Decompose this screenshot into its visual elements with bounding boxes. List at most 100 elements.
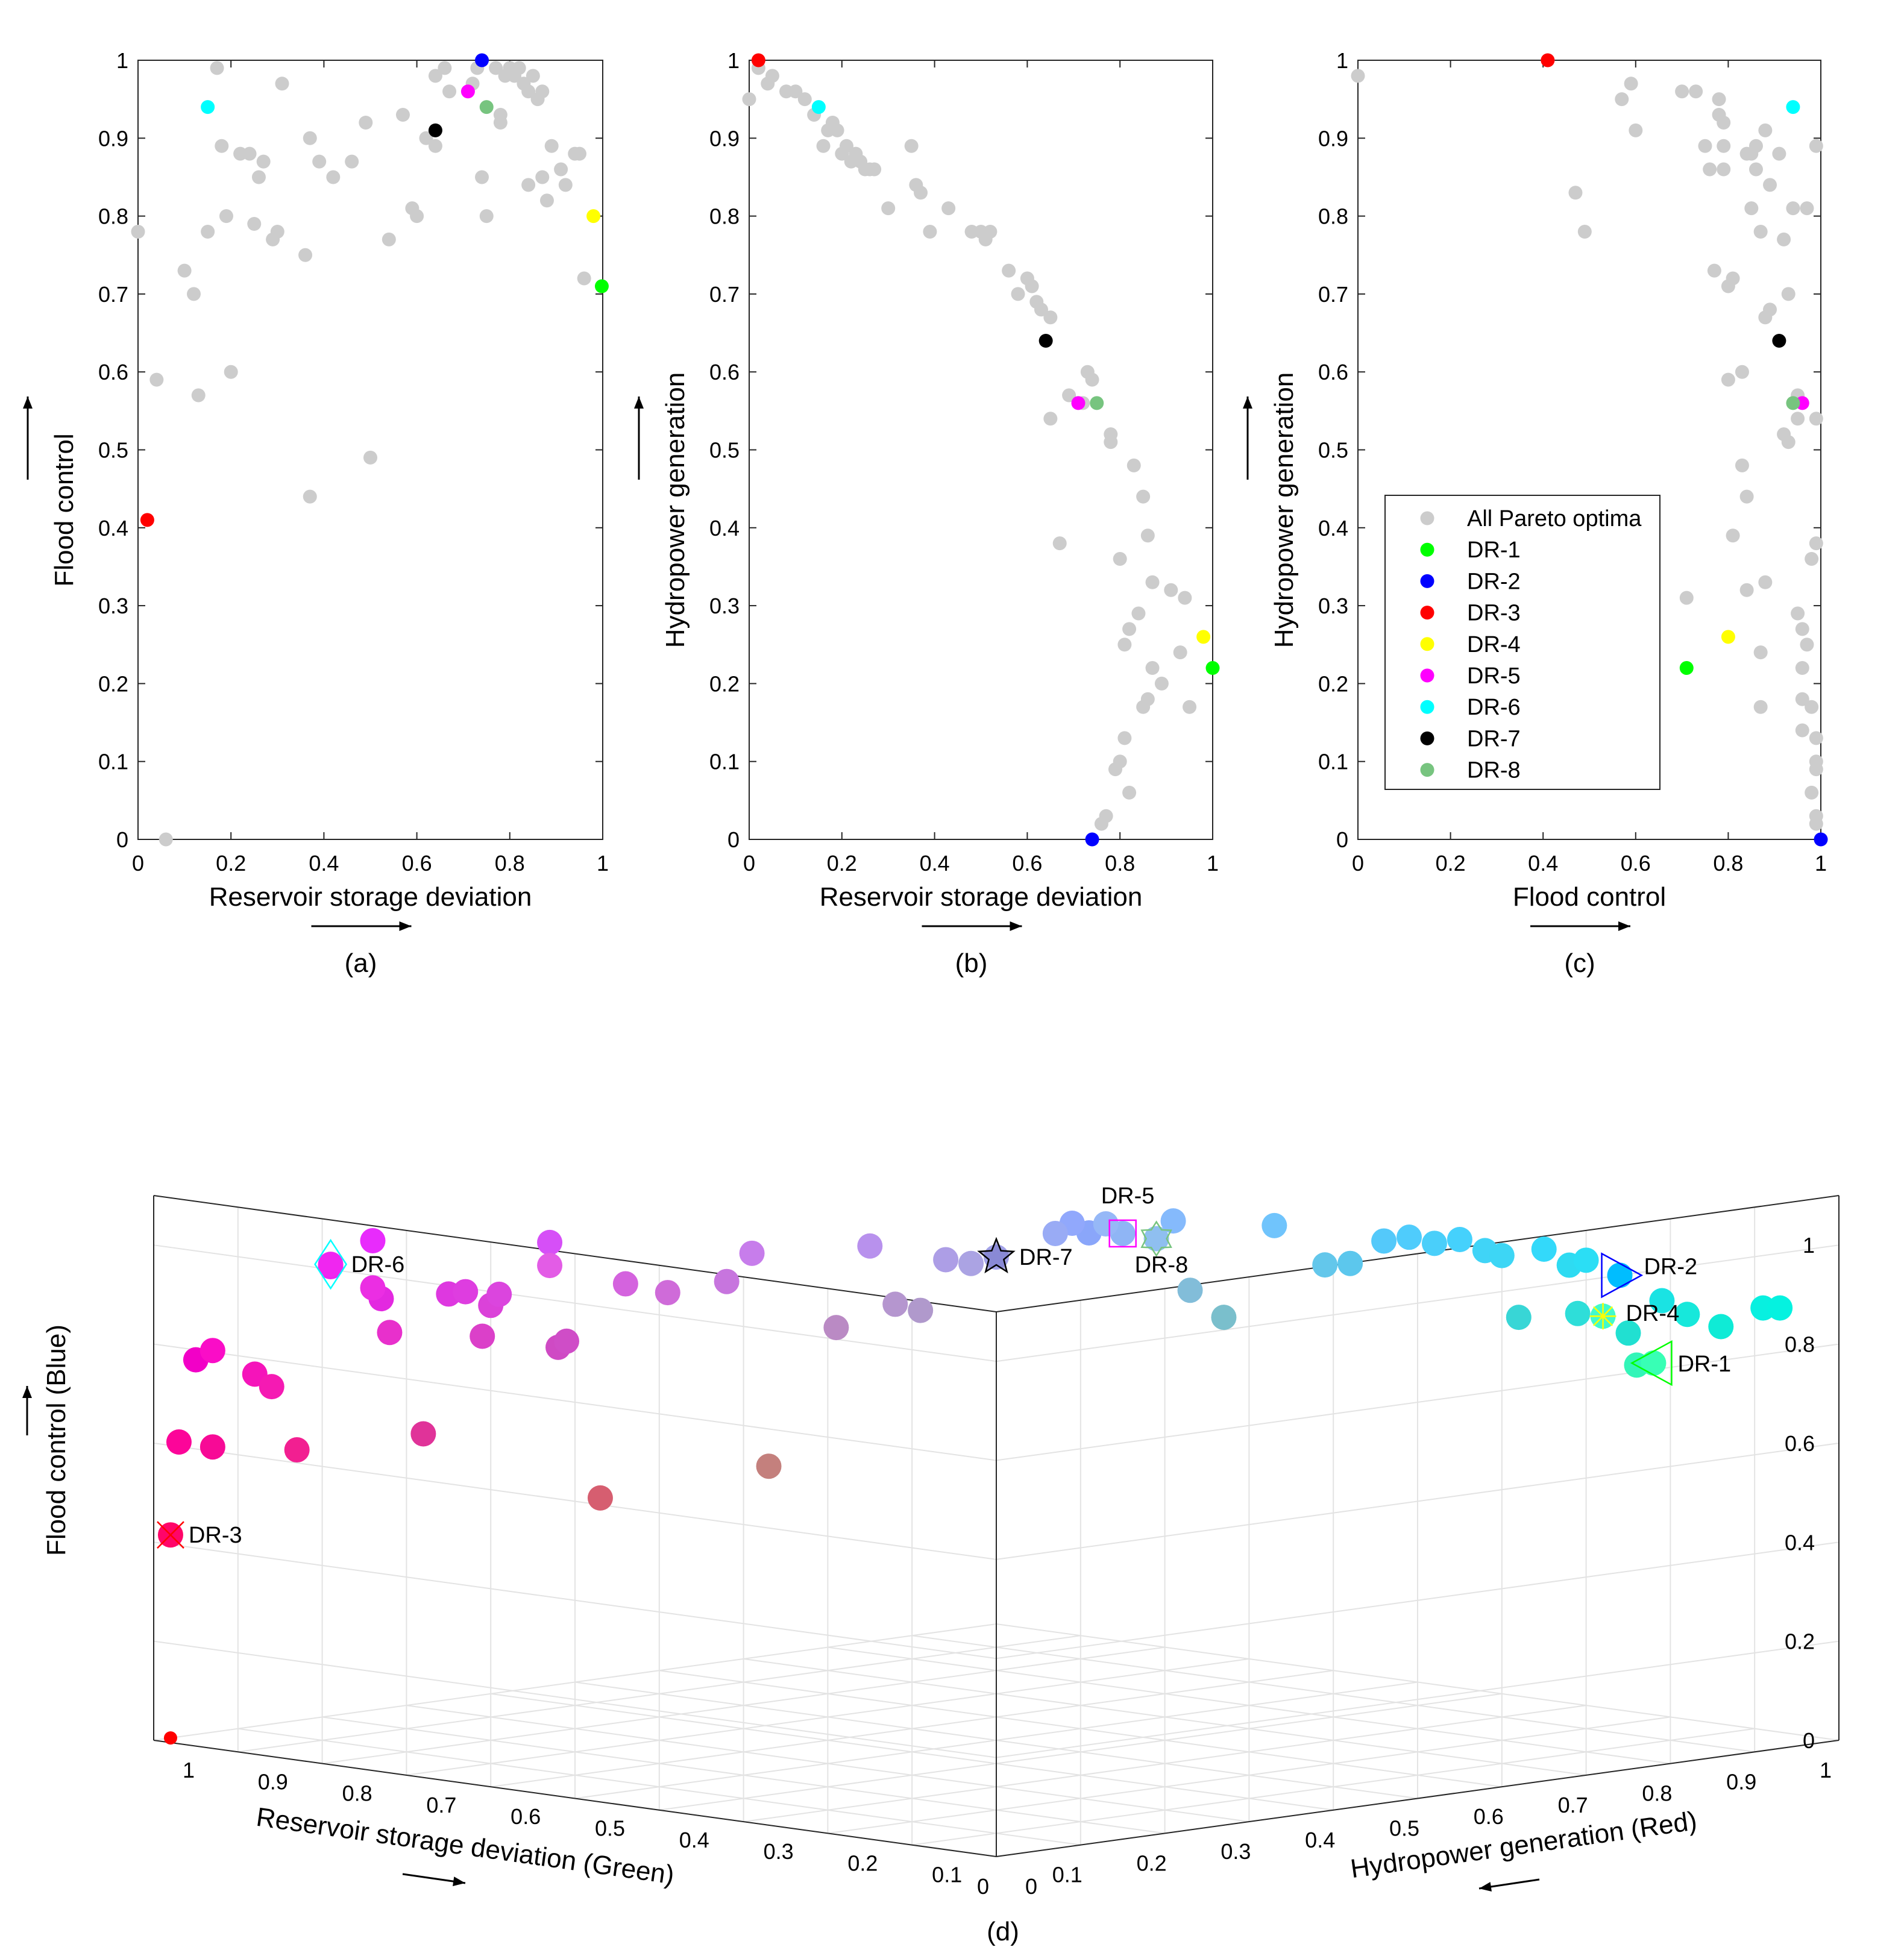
data-point <box>1371 1228 1397 1254</box>
y-tick-label: 0.2 <box>98 671 128 696</box>
pareto-point <box>1173 645 1187 660</box>
legend-marker <box>1420 511 1434 525</box>
pareto-point <box>187 287 201 301</box>
highlight-dr-3 <box>751 53 765 67</box>
dr-4-marker <box>1589 1303 1617 1330</box>
data-point <box>1177 1277 1203 1303</box>
data-point <box>537 1229 563 1255</box>
pareto-point <box>558 178 573 192</box>
highlight-dr-2 <box>1085 832 1099 847</box>
y-tick-label: 0.8 <box>1318 204 1348 229</box>
x-tick-label: 0.6 <box>402 851 432 876</box>
y-tick-label: 0.4 <box>1318 516 1348 541</box>
data-point <box>882 1291 908 1317</box>
pareto-point <box>1679 591 1694 605</box>
y-axis-arrow <box>1243 397 1252 480</box>
x-axis-arrow <box>922 921 1022 931</box>
panel-caption: (b) <box>955 948 988 978</box>
data-point <box>1211 1305 1237 1331</box>
panel-a: 0 0.2 0.4 0.6 0.8 1 0 0.1 0.2 0.3 0.4 0.5 0.6 0.7 0.8 0… <box>23 48 609 978</box>
x-tick-label: 0.2 <box>216 851 246 876</box>
data-point <box>1489 1243 1515 1268</box>
y-tick-label: 0.4 <box>98 516 128 541</box>
data-point <box>554 1328 580 1354</box>
x-tick-label: 0 <box>1352 851 1364 876</box>
y-tick-label: 0.8 <box>342 1781 372 1806</box>
pareto-point <box>1795 692 1809 706</box>
dr-8-label: DR-8 <box>1135 1253 1189 1278</box>
legend: All Pareto optima DR-1 DR-2 DR-3 DR-4 DR-5 DR-… <box>1384 495 1661 790</box>
x-tick-label: 0.2 <box>1436 851 1466 876</box>
x-tick-label: 0.8 <box>1105 851 1135 876</box>
highlight-dr-4 <box>586 209 601 224</box>
data-point <box>1708 1314 1734 1340</box>
pareto-point <box>428 139 442 153</box>
pareto-point <box>1104 427 1118 442</box>
legend-label: DR-3 <box>1467 601 1521 626</box>
legend-label: DR-5 <box>1467 663 1521 689</box>
pareto-point <box>442 84 457 99</box>
pareto-points <box>131 61 591 847</box>
data-point <box>1767 1295 1793 1321</box>
pareto-point <box>1136 489 1151 504</box>
pareto-point <box>535 84 550 99</box>
pareto-point <box>303 489 317 504</box>
pareto-point <box>1577 224 1592 239</box>
data-point <box>486 1281 512 1307</box>
pareto-point <box>1164 583 1178 597</box>
pareto-point <box>881 201 896 216</box>
pareto-point <box>1126 458 1141 472</box>
y-tick-label: 0.2 <box>1318 671 1348 696</box>
x-tick-label: 0 <box>977 1874 989 1899</box>
pareto-point <box>1717 139 1731 153</box>
pareto-point <box>1791 606 1805 621</box>
pareto-point <box>1717 162 1731 177</box>
pareto-point <box>1726 528 1740 543</box>
highlight-dr-7 <box>1038 333 1053 348</box>
pareto-point <box>1117 638 1132 652</box>
highlight-dr-3 <box>140 513 154 527</box>
tick-labels: 00.20.40.60.810 0.1 0.2 0.3 0.4 0.5 0.6 0.7 0.8 0… <box>183 1233 1832 1899</box>
data-point <box>166 1429 192 1455</box>
legend-label: DR-1 <box>1467 538 1521 563</box>
y-tick-label: 0 <box>1336 827 1348 852</box>
highlight-dr-6 <box>1786 100 1800 114</box>
pareto-point <box>1113 754 1127 769</box>
pareto-point <box>395 108 410 122</box>
pareto-point <box>1781 435 1796 450</box>
pareto-point <box>1712 92 1726 107</box>
x-tick-label: 0 <box>743 851 755 876</box>
pareto-point <box>1726 271 1740 286</box>
pareto-point <box>1629 123 1643 137</box>
pareto-point <box>1689 84 1703 99</box>
data-point <box>1421 1230 1447 1256</box>
y-tick-label: 0.6 <box>511 1804 541 1829</box>
data-point <box>655 1280 680 1306</box>
pareto-point <box>1117 731 1132 745</box>
z-tick-label: 0.4 <box>1785 1530 1815 1555</box>
y-axis-label: Hydropower generation <box>1269 372 1299 648</box>
pareto-point <box>1085 372 1099 387</box>
x-tick-label: 0.6 <box>1012 851 1042 876</box>
pareto-point <box>1753 700 1768 714</box>
pareto-point <box>535 170 550 184</box>
data-point <box>259 1374 284 1400</box>
pareto-point <box>1735 365 1749 379</box>
pareto-point <box>1351 69 1365 83</box>
legend-label: DR-4 <box>1467 632 1521 657</box>
y-tick-label: 0.4 <box>679 1828 709 1852</box>
legend-label: All Pareto optima <box>1467 506 1642 531</box>
dr-7-marker <box>977 1237 1016 1274</box>
pareto-point <box>215 139 229 153</box>
data-point <box>612 1271 638 1297</box>
pareto-point <box>1183 700 1197 714</box>
x-tick-label: 0.6 <box>1474 1804 1504 1829</box>
x-tick-label: 0.6 <box>1621 851 1651 876</box>
pareto-point <box>983 224 998 239</box>
x-tick-label: 1 <box>597 851 609 876</box>
pareto-point <box>941 201 956 216</box>
x-tick-label: 0.5 <box>1389 1816 1419 1841</box>
legend-marker <box>1420 731 1434 745</box>
pareto-point <box>1034 302 1048 317</box>
